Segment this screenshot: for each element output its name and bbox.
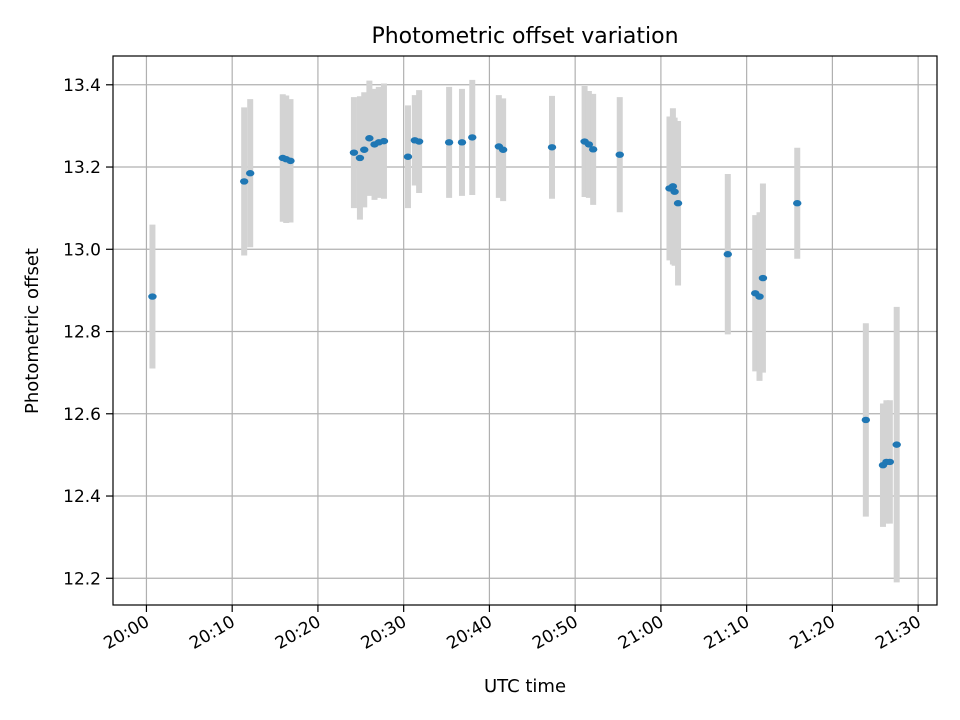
- data-point: [723, 251, 732, 258]
- data-point: [414, 138, 424, 145]
- x-tick-label: 20:40: [443, 612, 495, 654]
- y-axis-label: Photometric offset: [22, 248, 43, 414]
- y-tick-label: 12.4: [63, 487, 101, 507]
- data-point: [239, 178, 249, 185]
- data-point: [793, 200, 802, 207]
- data-point: [755, 293, 764, 300]
- data-point: [360, 146, 369, 153]
- data-point: [148, 293, 157, 300]
- data-point: [379, 137, 389, 145]
- data-points: [148, 134, 901, 469]
- data-point: [885, 458, 895, 466]
- x-tick-label: 21:10: [701, 612, 753, 654]
- x-tick-label: 20:00: [101, 612, 153, 654]
- x-tick-label: 21:30: [872, 612, 924, 654]
- data-point: [286, 157, 295, 165]
- plot-frame: [112, 55, 938, 606]
- data-point: [457, 139, 467, 146]
- data-point: [861, 416, 871, 424]
- data-point: [758, 274, 768, 282]
- x-axis-label: UTC time: [484, 676, 566, 697]
- data-point: [349, 149, 359, 156]
- data-point: [355, 154, 365, 162]
- y-tick-label: 12.8: [63, 323, 101, 343]
- y-tick-label: 13.0: [63, 240, 101, 260]
- x-tick-label: 20:10: [186, 612, 238, 654]
- x-tick-label: 20:50: [529, 612, 581, 654]
- data-point: [498, 146, 508, 153]
- data-point: [584, 141, 594, 148]
- y-tick-label: 12.2: [63, 569, 101, 589]
- chart-title: Photometric offset variation: [371, 24, 678, 49]
- data-point: [468, 134, 477, 141]
- y-axis-ticks: 12.2 12.4 12.6 12.8 13.0 13.2 13.4: [63, 76, 113, 589]
- data-point: [615, 151, 624, 158]
- data-point: [892, 441, 901, 448]
- data-point: [673, 200, 683, 207]
- grid-lines: [113, 56, 937, 605]
- data-point: [444, 139, 454, 146]
- data-point: [245, 170, 255, 177]
- y-tick-label: 13.4: [63, 76, 101, 96]
- data-point: [365, 135, 374, 142]
- y-tick-label: 12.6: [63, 405, 101, 425]
- x-tick-label: 20:20: [272, 612, 324, 654]
- x-tick-label: 21:00: [615, 612, 667, 654]
- x-tick-label: 21:20: [786, 612, 838, 654]
- data-point: [588, 146, 598, 153]
- data-point: [668, 183, 678, 190]
- data-point: [670, 188, 679, 195]
- x-axis-ticks: 20:00 20:10 20:20 20:30 20:40 20:50 21:00 21:10…: [101, 605, 925, 654]
- x-tick-label: 20:30: [358, 612, 410, 654]
- data-point: [403, 153, 413, 160]
- y-tick-label: 13.2: [63, 158, 101, 178]
- data-point: [547, 144, 557, 151]
